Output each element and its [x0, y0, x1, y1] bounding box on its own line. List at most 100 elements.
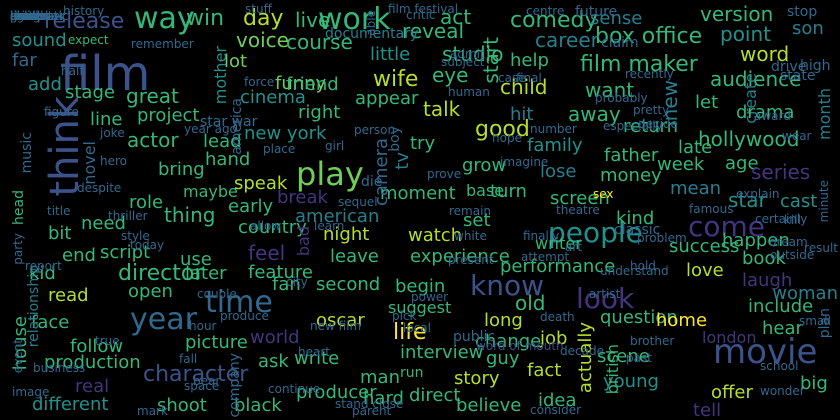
word-kid: kid [29, 263, 56, 284]
word-oscar: oscar [316, 310, 365, 331]
word-girl: girl [325, 139, 345, 153]
word-wear: wear [782, 129, 812, 143]
word-year-ago: year ago [184, 122, 237, 136]
word-classic: classic [614, 222, 661, 238]
word-business: business [33, 361, 86, 375]
word-hold: hold [630, 259, 656, 273]
word-family: family [527, 135, 583, 156]
word-remember: remember [131, 37, 194, 51]
word-famous: famous [689, 202, 734, 216]
word-star-war: star war [200, 114, 258, 130]
word-mean: mean [670, 178, 722, 199]
word-open: open [128, 281, 173, 302]
word-theatre: theatre [556, 203, 600, 217]
word-early: early [228, 196, 274, 217]
word-kill: kill [784, 213, 801, 227]
word-win: win [186, 6, 225, 31]
word-expect: expect [68, 33, 109, 47]
word-studio: studio [442, 42, 504, 66]
word-leave: leave [330, 246, 379, 267]
word-half: half [61, 64, 84, 78]
word-head: head [11, 190, 27, 225]
word-novel: novel [80, 141, 99, 185]
word-course: course [286, 30, 353, 54]
word-minute: minute [817, 180, 831, 223]
word-sequel: sequel [338, 195, 378, 209]
word-talk: talk [423, 97, 461, 121]
word-try: try [410, 133, 436, 154]
word-mark: mark [137, 404, 168, 418]
word-look: look [576, 282, 635, 315]
word-release: release [44, 9, 125, 34]
word-new-york: new york [244, 123, 327, 144]
word-certainly: certainly [755, 212, 808, 226]
word-film: film [60, 46, 151, 102]
word-future: future [575, 4, 618, 20]
word-case: case [498, 71, 526, 85]
word-interview: interview [400, 342, 484, 363]
word-stop: stop [787, 4, 818, 20]
word-experience: experience [410, 246, 510, 267]
word-person: person [354, 123, 396, 137]
word-feel: feel [248, 241, 286, 265]
word-clear: clear [10, 9, 40, 23]
word-young: young [603, 371, 659, 392]
word-black: black [234, 395, 282, 416]
word-artist: artist [589, 287, 621, 301]
word-home: home [656, 310, 708, 331]
word-recently: recently [625, 67, 674, 81]
word-know: know [470, 269, 544, 302]
word-present: present [448, 253, 494, 267]
word-state: state [780, 68, 816, 84]
word-joke: joke [100, 126, 125, 140]
word-film-maker: film maker [580, 52, 698, 77]
word-image: image [12, 385, 50, 399]
word-people: people [548, 216, 643, 249]
word-end: end [62, 245, 96, 266]
word-probably: probably [595, 91, 648, 105]
word-stuff: stuff [245, 2, 272, 16]
word-week: week [657, 154, 705, 175]
word-issue: issue [10, 9, 41, 23]
word-lose: lose [540, 161, 577, 182]
word-daughter: daughter [10, 9, 65, 23]
word-child: child [500, 75, 548, 99]
word-stand-close: stand close [335, 397, 404, 411]
word-word-of-mouth: word of mouth [476, 339, 564, 353]
word-brother: brother [630, 334, 675, 348]
word-party: party [11, 233, 25, 265]
word-play: play [296, 155, 364, 193]
word-personal: personal [10, 9, 62, 23]
word-decade: decade [560, 344, 604, 358]
word-audience: audience [710, 67, 802, 91]
word-sound: sound [12, 30, 67, 51]
word-involve: involve [10, 9, 54, 23]
word-life: life [393, 320, 427, 345]
word-thing: thing [164, 203, 216, 227]
word-final: final [516, 71, 542, 85]
word-big: big [800, 373, 828, 394]
word-music: music [19, 132, 35, 174]
word-add: add [28, 74, 62, 95]
word-american: american [295, 206, 380, 227]
word-problem: problem [637, 231, 687, 245]
word-help: help [510, 50, 549, 71]
word-cast: cast [780, 191, 818, 212]
word-arrive: arrive [10, 9, 45, 23]
word-lot: lot [224, 51, 248, 72]
word-scene: scene [597, 346, 650, 367]
word-decide: decide [638, 117, 678, 131]
word-face: face [31, 312, 70, 333]
word-happen: happen [722, 230, 790, 251]
word-able: able [364, 10, 378, 36]
word-project: project [137, 105, 200, 126]
word-relationship: relationship [26, 265, 42, 348]
word-force: force [244, 75, 275, 89]
word-outside: outside [770, 248, 815, 262]
word-little: little [370, 44, 411, 65]
word-point: point [720, 22, 772, 46]
word-world: world [250, 327, 300, 348]
word-drama: drama [736, 102, 795, 123]
word-follow: follow [70, 336, 124, 357]
